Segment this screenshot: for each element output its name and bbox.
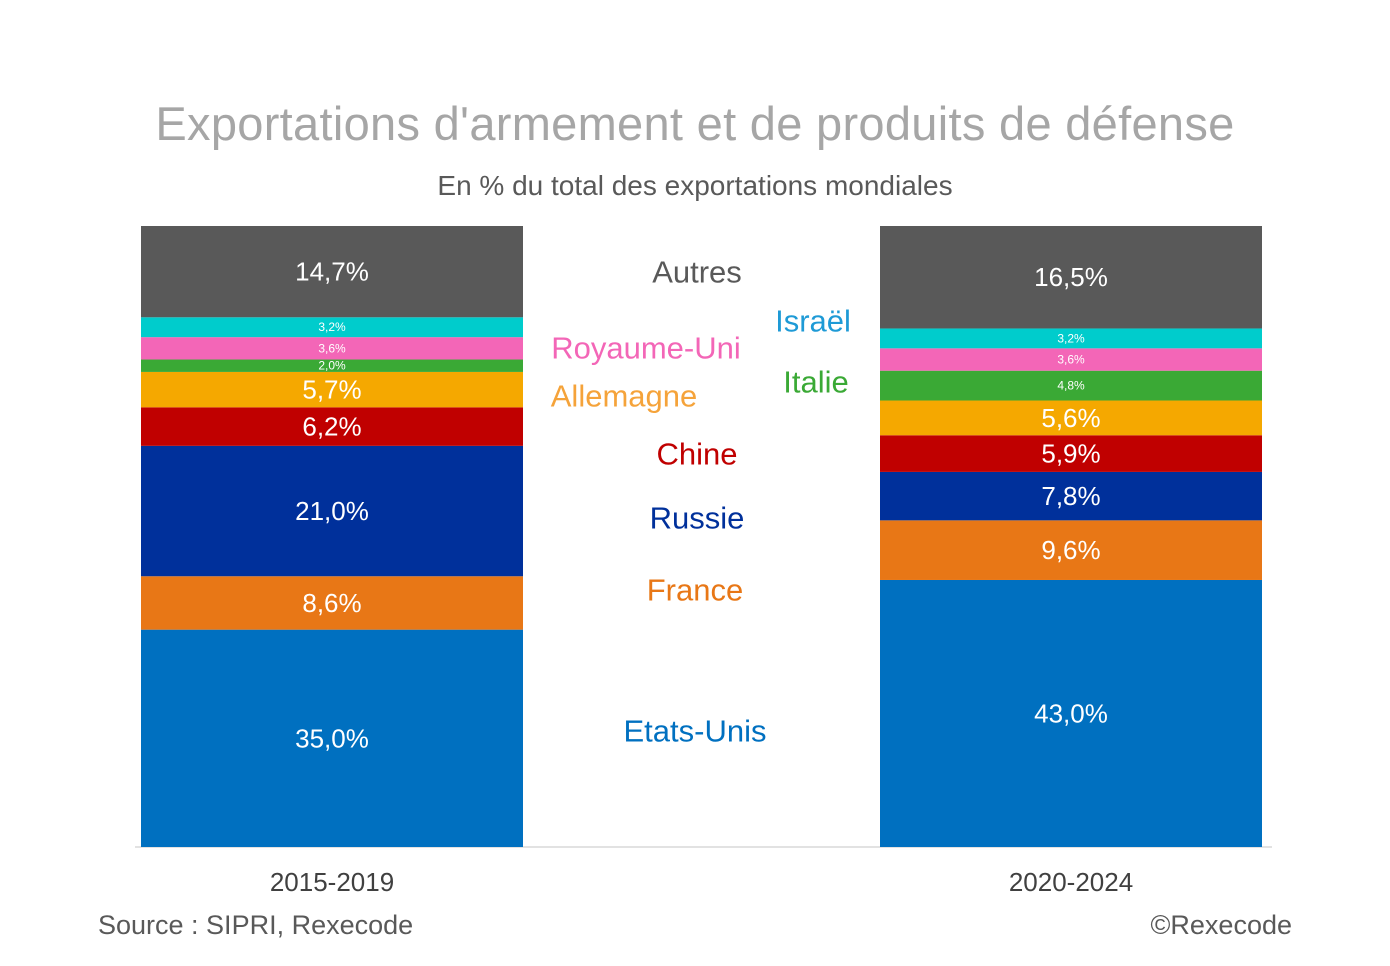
bar-italie-2020-2024	[880, 370, 1262, 401]
bar-russie-2015-2019	[141, 445, 523, 577]
bar-france-2015-2019	[141, 576, 523, 630]
bar-royaume-uni-2020-2024	[880, 348, 1262, 371]
data-label-autres-2020-2024: 16,5%	[1034, 262, 1108, 292]
data-label-royaume-uni-2020-2024: 3,6%	[1057, 353, 1085, 367]
bar-etats-unis-2020-2024	[880, 579, 1262, 847]
data-label-etats-unis-2015-2019: 35,0%	[295, 723, 369, 753]
series-label-autres: Autres	[652, 255, 742, 290]
bar-israel-2015-2019	[141, 317, 523, 338]
chart-subtitle: En % du total des exportations mondiales	[437, 170, 953, 201]
bar-allemagne-2020-2024	[880, 400, 1262, 436]
bar-chine-2020-2024	[880, 435, 1262, 472]
data-label-allemagne-2020-2024: 5,6%	[1041, 403, 1100, 433]
data-label-chine-2020-2024: 5,9%	[1041, 439, 1100, 469]
bar-royaume-uni-2015-2019	[141, 337, 523, 360]
data-label-france-2015-2019: 8,6%	[302, 588, 361, 618]
source-note: Source : SIPRI, Rexecode	[98, 910, 414, 940]
x-tick-label-2020-2024: 2020-2024	[1009, 867, 1133, 897]
data-label-israel-2015-2019: 3,2%	[318, 320, 346, 334]
data-label-allemagne-2015-2019: 5,7%	[302, 375, 361, 405]
bar-russie-2020-2024	[880, 471, 1262, 521]
x-tick-label-2015-2019: 2015-2019	[270, 867, 394, 897]
bar-etats-unis-2015-2019	[141, 629, 523, 847]
series-label-israel: Israël	[775, 304, 851, 339]
data-label-italie-2015-2019: 2,0%	[318, 359, 346, 373]
bar-autres-2020-2024	[880, 226, 1262, 329]
data-label-autres-2015-2019: 14,7%	[295, 257, 369, 287]
series-label-italie: Italie	[783, 365, 848, 400]
bar-italie-2015-2019	[141, 359, 523, 372]
data-label-russie-2015-2019: 21,0%	[295, 496, 369, 526]
series-label-russie: Russie	[650, 501, 745, 536]
bar-france-2020-2024	[880, 520, 1262, 580]
data-label-etats-unis-2020-2024: 43,0%	[1034, 698, 1108, 728]
data-label-russie-2020-2024: 7,8%	[1041, 481, 1100, 511]
bar-allemagne-2015-2019	[141, 371, 523, 408]
series-label-allemagne: Allemagne	[551, 379, 697, 414]
bar-autres-2015-2019	[141, 226, 523, 318]
data-label-italie-2020-2024: 4,8%	[1057, 379, 1085, 393]
bar-israel-2020-2024	[880, 328, 1262, 349]
copyright-note: ©Rexecode	[1150, 910, 1292, 940]
data-label-chine-2015-2019: 6,2%	[302, 412, 361, 442]
data-label-israel-2020-2024: 3,2%	[1057, 331, 1085, 345]
chart-title: Exportations d'armement et de produits d…	[155, 97, 1235, 150]
series-label-royaume-uni: Royaume-Uni	[551, 331, 741, 366]
data-label-france-2020-2024: 9,6%	[1041, 535, 1100, 565]
data-label-royaume-uni-2015-2019: 3,6%	[318, 341, 346, 355]
series-label-france: France	[647, 573, 743, 608]
bar-chine-2015-2019	[141, 407, 523, 446]
series-label-chine: Chine	[657, 437, 738, 472]
series-label-etats-unis: Etats-Unis	[624, 714, 767, 749]
